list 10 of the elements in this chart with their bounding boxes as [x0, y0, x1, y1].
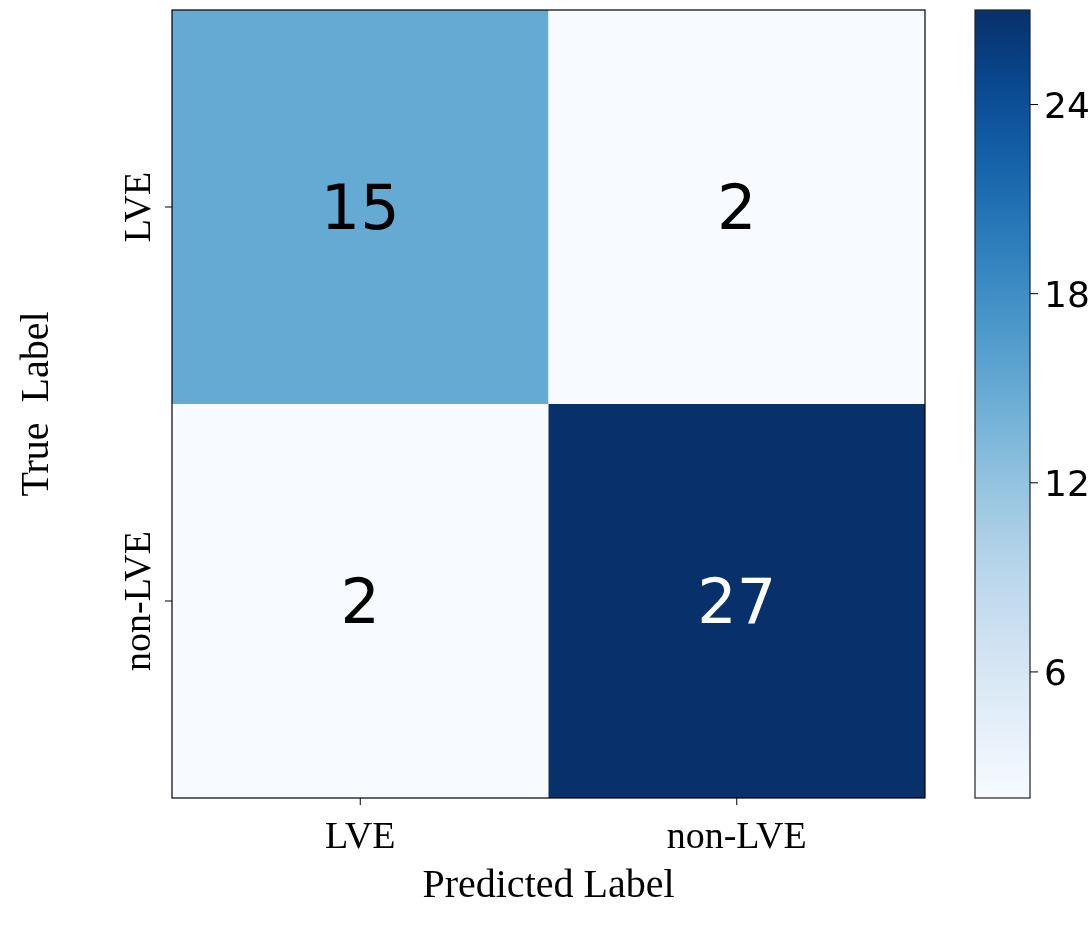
color-bar-label: 18 — [1044, 273, 1088, 315]
data-label: 27 — [697, 565, 777, 639]
color-bar-label: 24 — [1044, 84, 1088, 126]
data-label: 2 — [340, 565, 380, 639]
y-axis-title: True Label — [12, 311, 57, 497]
color-bar-label: 6 — [1044, 651, 1067, 693]
x-axis-title: Predicted Label — [422, 861, 675, 906]
color-bar-label: 12 — [1044, 462, 1088, 504]
data-label: 15 — [320, 171, 400, 245]
data-label: 2 — [717, 171, 757, 245]
